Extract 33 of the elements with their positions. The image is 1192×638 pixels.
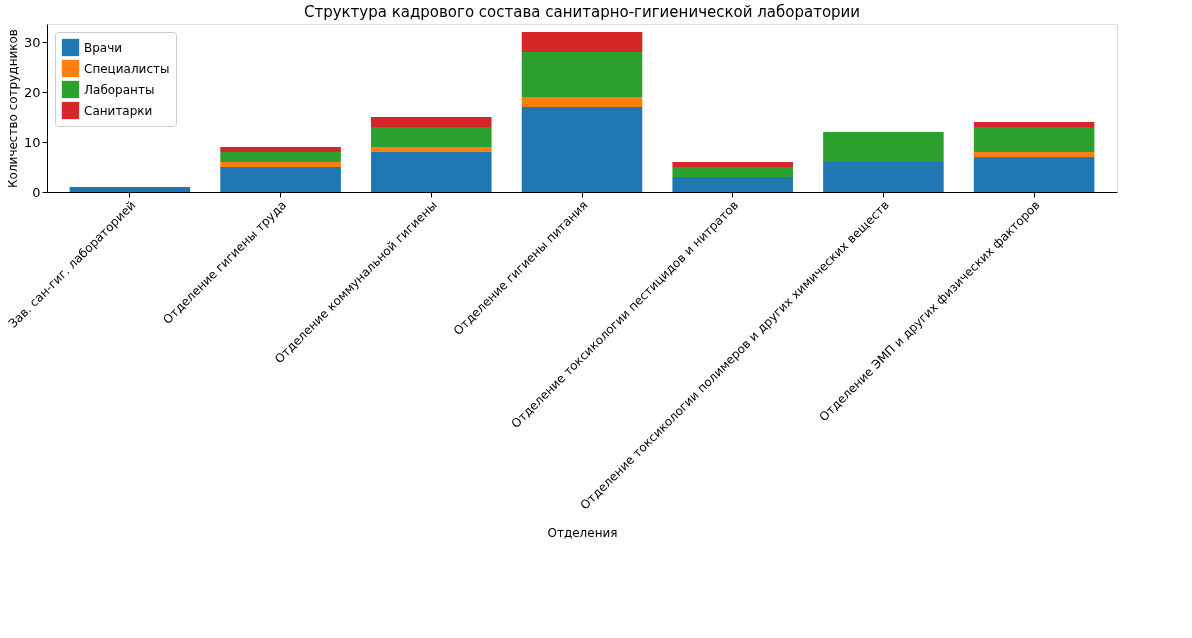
bar: [973, 152, 1095, 157]
bar: [521, 52, 643, 97]
bar: [69, 187, 191, 192]
bar: [672, 167, 793, 177]
y-tick-label: 0: [32, 184, 41, 200]
bar: [371, 127, 492, 147]
bar: [521, 107, 643, 192]
bar: [823, 132, 944, 162]
y-axis-title: Количество сотрудников: [5, 29, 20, 188]
y-tick-label: 30: [23, 34, 41, 50]
bar: [672, 177, 793, 192]
y-tick-label: 20: [23, 84, 41, 100]
bar: [220, 162, 341, 167]
bar: [220, 147, 341, 152]
bar: [371, 152, 492, 192]
legend-label: Санитарки: [84, 103, 153, 118]
legend-label: Лаборанты: [84, 82, 155, 97]
bar: [823, 162, 944, 192]
bar: [973, 122, 1095, 127]
legend-label: Врачи: [84, 40, 123, 55]
bar: [521, 97, 643, 107]
bar: [371, 117, 492, 127]
chart-title: Структура кадрового состава санитарно-гигиенической лаборатории: [303, 3, 861, 21]
bar: [973, 157, 1095, 192]
bar: [220, 152, 341, 162]
legend-label: Специалисты: [84, 61, 170, 76]
bar: [973, 127, 1095, 152]
y-tick-label: 10: [23, 134, 41, 150]
bar: [672, 162, 793, 167]
x-axis-title: Отделения: [547, 525, 618, 540]
bar: [220, 167, 341, 192]
bar: [371, 147, 492, 152]
bar: [521, 32, 643, 52]
